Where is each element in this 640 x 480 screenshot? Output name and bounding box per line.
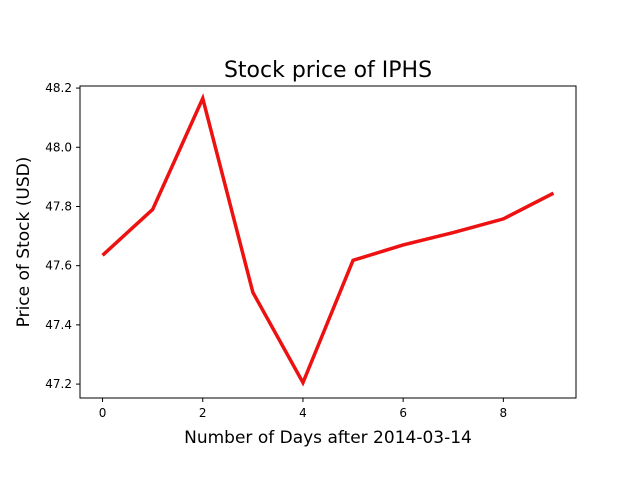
x-tick-label: 0 (99, 406, 107, 420)
chart-title: Stock price of IPHS (224, 58, 432, 83)
y-tick-label: 48.2 (45, 81, 72, 95)
y-tick-label: 47.6 (45, 259, 72, 273)
x-tick-label: 4 (299, 406, 307, 420)
plot-area (79, 85, 577, 399)
series-line-0 (101, 93, 555, 387)
y-tick-label: 47.8 (45, 199, 72, 213)
y-tick-label: 47.2 (45, 377, 72, 391)
y-axis-label: Price of Stock (USD) (14, 157, 34, 328)
series-layer (101, 93, 555, 387)
x-tick-label: 2 (199, 406, 207, 420)
x-tick-label: 6 (399, 406, 407, 420)
x-axis: 0 2 4 6 8 (99, 398, 507, 420)
y-axis: 47.2 47.4 47.6 47.8 48.0 48.2 (45, 81, 80, 391)
y-tick-label: 47.4 (45, 318, 72, 332)
x-axis-label: Number of Days after 2014-03-14 (184, 428, 472, 448)
y-tick-label: 48.0 (45, 140, 72, 154)
x-tick-label: 8 (500, 406, 508, 420)
axes-frame (79, 85, 577, 399)
